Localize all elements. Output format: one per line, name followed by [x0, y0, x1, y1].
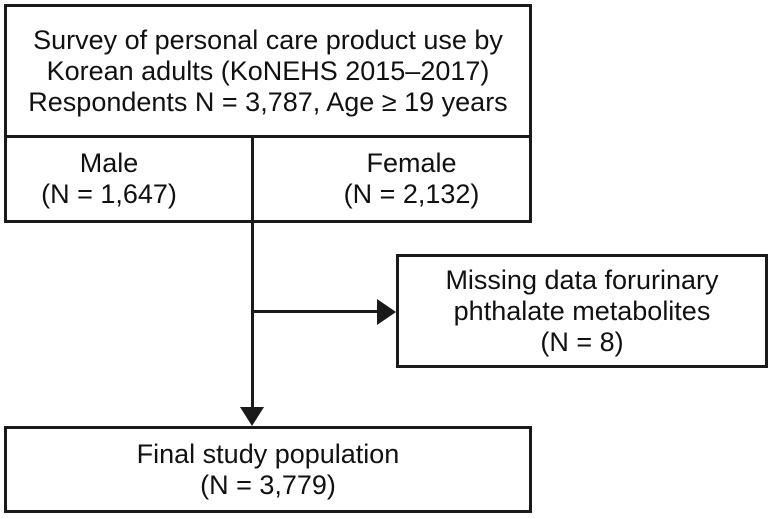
survey-box-line-2: Korean adults (KoNEHS 2015–2017)	[46, 55, 490, 86]
vertical-connector-line	[251, 223, 254, 407]
female-cell: Female (N = 2,132)	[254, 138, 529, 220]
final-box-line-2: (N = 3,779)	[200, 469, 336, 500]
survey-box-line-1: Survey of personal care product use by	[33, 24, 503, 55]
male-label: Male	[79, 148, 139, 178]
final-box-line-1: Final study population	[136, 438, 400, 469]
exclusion-box: Missing data forurinary phthalate metabo…	[396, 254, 768, 368]
exclusion-box-line-3: (N = 8)	[540, 326, 624, 357]
final-population-box: Final study population (N = 3,779)	[4, 426, 532, 513]
exclusion-box-line-2: phthalate metabolites	[453, 295, 711, 326]
female-count: (N = 2,132)	[343, 179, 480, 209]
exclusion-box-line-1: Missing data forurinary	[445, 264, 719, 295]
right-arrowhead-icon	[377, 299, 396, 325]
female-label: Female	[366, 148, 457, 178]
male-cell: Male (N = 1,647)	[7, 138, 251, 220]
branch-connector-line	[252, 310, 377, 313]
male-count: (N = 1,647)	[41, 179, 177, 209]
survey-box: Survey of personal care product use by K…	[4, 4, 532, 138]
survey-box-line-3: Respondents N = 3,787, Age ≥ 19 years	[28, 86, 508, 117]
male-female-divider-line	[251, 138, 254, 220]
sex-split-box: Male (N = 1,647) Female (N = 2,132)	[4, 138, 532, 223]
down-arrowhead-icon	[240, 407, 264, 426]
